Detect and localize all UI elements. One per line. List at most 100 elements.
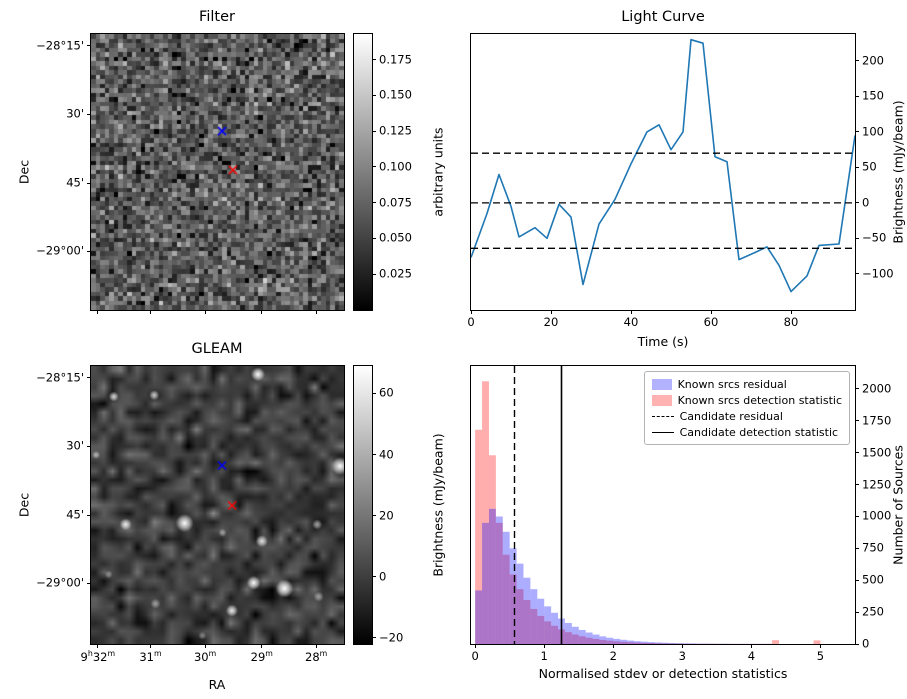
hist-bar — [509, 548, 517, 644]
y-tick-label: −29°00' — [36, 576, 84, 591]
filter-title: Filter — [199, 9, 235, 25]
hist-bar — [544, 606, 552, 644]
y-tick-label: 2000 — [862, 381, 892, 396]
hist-bar — [772, 640, 780, 644]
hist-bar — [571, 626, 579, 644]
y-tick-label: 30' — [66, 439, 84, 454]
x-tick-label: 2 — [609, 649, 617, 663]
x-tick-label: 29m — [250, 649, 273, 664]
hist-bar — [585, 632, 593, 644]
x-tick-mark — [470, 310, 472, 314]
hist-bar — [488, 455, 496, 644]
hist-bar — [675, 643, 683, 644]
hist-bar — [523, 577, 531, 644]
y-tick-label: 1500 — [862, 445, 892, 460]
y-tick-mark — [855, 388, 859, 390]
filter-image-panel: −28°15' 30' 45' −29°00' — [36, 33, 345, 314]
hist-bar — [606, 637, 614, 644]
hist-bar — [585, 637, 593, 644]
hist-bar — [564, 632, 572, 644]
light-curve-brightness-axis-label: Brightness (mJy/beam) — [890, 100, 906, 244]
hist-bar — [620, 639, 628, 644]
filter-noise-map — [91, 34, 344, 310]
x-tick-mark — [97, 644, 99, 648]
hist-bar — [537, 598, 545, 644]
hist-bar — [592, 638, 600, 644]
y-tick-label: 60 — [379, 386, 394, 401]
y-tick-label: 40 — [379, 447, 394, 462]
x-tick-label: 5 — [816, 649, 825, 663]
y-tick-mark — [855, 131, 859, 133]
hist-bar — [661, 643, 669, 644]
x-tick-mark — [204, 644, 206, 648]
y-tick-label: 20 — [379, 508, 394, 523]
hist-bar — [578, 629, 586, 644]
y-tick-label: 50 — [862, 160, 877, 175]
y-tick-label: −29°00' — [36, 244, 84, 259]
y-tick-mark — [87, 182, 91, 184]
y-tick-mark — [372, 576, 376, 578]
legend-color-patch — [651, 378, 672, 390]
y-tick-label: 0 — [379, 569, 387, 584]
hist-bar — [654, 643, 662, 644]
y-tick-label: 0.150 — [379, 88, 412, 103]
y-tick-label: −20 — [379, 630, 404, 645]
y-tick-mark — [855, 166, 859, 168]
light-curve-panel: 0 20 40 60 80 −100 −50 0 50 100 150 200 — [467, 33, 894, 328]
histogram-y-axis-label: Number of Sources — [890, 445, 906, 565]
hist-bar — [495, 516, 503, 644]
hist-bar — [530, 608, 538, 644]
y-tick-label: 500 — [862, 572, 884, 587]
filter-colorbar-label: arbitrary units — [430, 127, 446, 217]
x-tick-label: 28m — [305, 649, 328, 664]
gleam-ra-axis-label: RA — [208, 677, 226, 692]
gleam-sky-map — [91, 366, 344, 644]
x-tick-mark — [612, 644, 614, 648]
hist-bar — [654, 642, 662, 644]
y-tick-mark — [87, 113, 91, 115]
hist-bar — [640, 641, 648, 644]
gleam-colorbar: 60 40 20 0 −20 — [353, 365, 403, 645]
y-tick-mark — [855, 420, 859, 422]
y-tick-mark — [855, 237, 859, 239]
y-tick-label: 0 — [862, 195, 870, 210]
x-tick-label: 30m — [193, 649, 217, 664]
y-tick-mark — [855, 484, 859, 486]
hist-bar — [647, 642, 655, 644]
y-tick-label: −100 — [862, 266, 894, 281]
y-tick-label: 750 — [862, 541, 884, 556]
hist-bar — [627, 640, 634, 644]
x-tick-mark — [261, 644, 263, 648]
hist-bar — [620, 641, 628, 644]
hist-bar — [599, 636, 607, 644]
y-tick-mark — [855, 202, 859, 204]
x-tick-label: 4 — [747, 649, 756, 663]
hist-bar — [475, 429, 483, 644]
x-tick-mark — [750, 644, 752, 648]
x-tick-mark — [630, 310, 632, 314]
y-tick-mark — [372, 392, 376, 394]
y-tick-mark — [855, 273, 859, 275]
gleam-dec-axis-label: Dec — [16, 492, 32, 518]
x-tick-mark — [315, 310, 317, 314]
hist-bar — [606, 640, 614, 644]
y-tick-mark — [372, 94, 376, 96]
y-tick-label: 0.125 — [379, 123, 412, 138]
hist-bar — [592, 634, 600, 644]
hist-bar — [482, 381, 489, 644]
hist-bar — [537, 615, 545, 644]
y-tick-mark — [372, 454, 376, 456]
y-tick-mark — [372, 515, 376, 517]
y-tick-label: 0.075 — [379, 195, 412, 210]
histogram-panel: Known srcs residual Known srcs detection … — [470, 365, 891, 662]
filter-colorbar: 0.175 0.150 0.125 0.100 0.075 0.050 0.025 — [353, 33, 412, 311]
x-tick-mark — [543, 644, 545, 648]
y-tick-label: 1000 — [862, 509, 892, 524]
y-tick-mark — [855, 515, 859, 517]
y-tick-label: 0.050 — [379, 231, 412, 246]
x-tick-label: 9h32m — [80, 649, 116, 664]
y-tick-mark — [372, 59, 376, 61]
y-tick-label: 100 — [862, 124, 884, 139]
hist-bar — [668, 643, 676, 644]
